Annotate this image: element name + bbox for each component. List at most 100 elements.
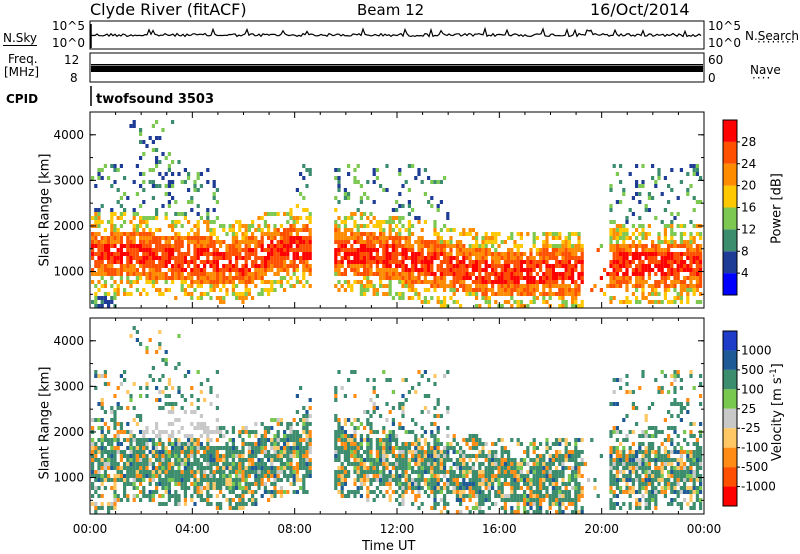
heatmap-cell [385,462,389,466]
heatmap-cell [529,272,533,276]
heatmap-cell [407,224,411,228]
heatmap-cell [510,458,514,462]
heatmap-cell [545,446,549,450]
heatmap-cell [158,256,162,260]
heatmap-cell [340,430,344,434]
heatmap-cell [276,430,280,434]
heatmap-cell [427,280,431,284]
heatmap-cell [251,264,255,268]
heatmap-cell [404,268,408,272]
heatmap-cell [644,244,648,248]
heatmap-cell [510,288,514,292]
heatmap-cell [676,268,680,272]
heatmap-cell [171,276,175,280]
heatmap-cell [161,276,165,280]
heatmap-cell [388,256,392,260]
heatmap-cell [353,450,357,454]
heatmap-cell [407,462,411,466]
heatmap-cell [372,470,376,474]
heatmap-cell [100,482,104,486]
heatmap-cell [292,466,296,470]
heatmap-cell [174,272,178,276]
heatmap-cell [94,232,98,236]
heatmap-cell [286,212,290,216]
heatmap-cell [193,188,197,192]
heatmap-cell [155,208,159,212]
heatmap-cell [206,236,210,240]
heatmap-cell [478,248,482,252]
heatmap-cell [279,232,283,236]
heatmap-cell [545,462,549,466]
heatmap-cell [673,296,677,300]
heatmap-cell [167,454,171,458]
heatmap-cell [519,288,523,292]
heatmap-cell [167,474,171,478]
heatmap-cell [503,474,507,478]
heatmap-cell [529,260,533,264]
heatmap-cell [187,470,191,474]
heatmap-cell [433,422,437,426]
heatmap-cell [91,268,95,272]
heatmap-cell [228,248,232,252]
heatmap-cell [209,296,213,300]
heatmap-cell [155,470,159,474]
heatmap-cell [439,466,443,470]
heatmap-cell [286,446,290,450]
heatmap-cell [398,204,402,208]
heatmap-cell [567,248,571,252]
heatmap-cell [215,240,219,244]
heatmap-cell [110,458,114,462]
heatmap-cell [260,442,264,446]
heatmap-cell [471,438,475,442]
heatmap-cell [519,474,523,478]
heatmap-cell [571,264,575,268]
heatmap-cell [155,184,159,188]
heatmap-cell [500,498,504,502]
heatmap-cell [295,442,299,446]
heatmap-cell [356,180,360,184]
heatmap-cell [196,240,200,244]
heatmap-cell [350,422,354,426]
heatmap-cell [295,422,299,426]
heatmap-cell [94,490,98,494]
heatmap-cell [171,280,175,284]
heatmap-cell [433,438,437,442]
heatmap-cell [302,236,306,240]
heatmap-cell [100,402,104,406]
heatmap-cell [542,494,546,498]
heatmap-cell [391,406,395,410]
heatmap-cell [622,300,626,304]
heatmap-cell [113,268,117,272]
heatmap-cell [142,462,146,466]
heatmap-cell [251,280,255,284]
heatmap-cell [385,478,389,482]
heatmap-cell [625,248,629,252]
heatmap-cell [228,502,232,506]
heatmap-cell [139,128,143,132]
heatmap-cell [407,164,411,168]
heatmap-cell [196,232,200,236]
heatmap-cell [414,442,418,446]
heatmap-cell [375,474,379,478]
heatmap-cell [491,240,495,244]
heatmap-cell [180,268,184,272]
heatmap-cell [401,490,405,494]
heatmap-cell [503,272,507,276]
heatmap-cell [273,482,277,486]
heatmap-cell [129,284,133,288]
heatmap-cell [481,450,485,454]
heatmap-cell [155,446,159,450]
heatmap-cell [510,268,514,272]
heatmap-cell [401,462,405,466]
heatmap-cell [302,224,306,228]
heatmap-cell [551,498,555,502]
heatmap-cell [484,244,488,248]
heatmap-cell [363,288,367,292]
heatmap-cell [343,482,347,486]
heatmap-cell [478,304,482,308]
heatmap-cell [279,478,283,482]
heatmap-cell [622,224,626,228]
heatmap-cell [395,224,399,228]
heatmap-cell [139,132,143,136]
heatmap-cell [430,446,434,450]
